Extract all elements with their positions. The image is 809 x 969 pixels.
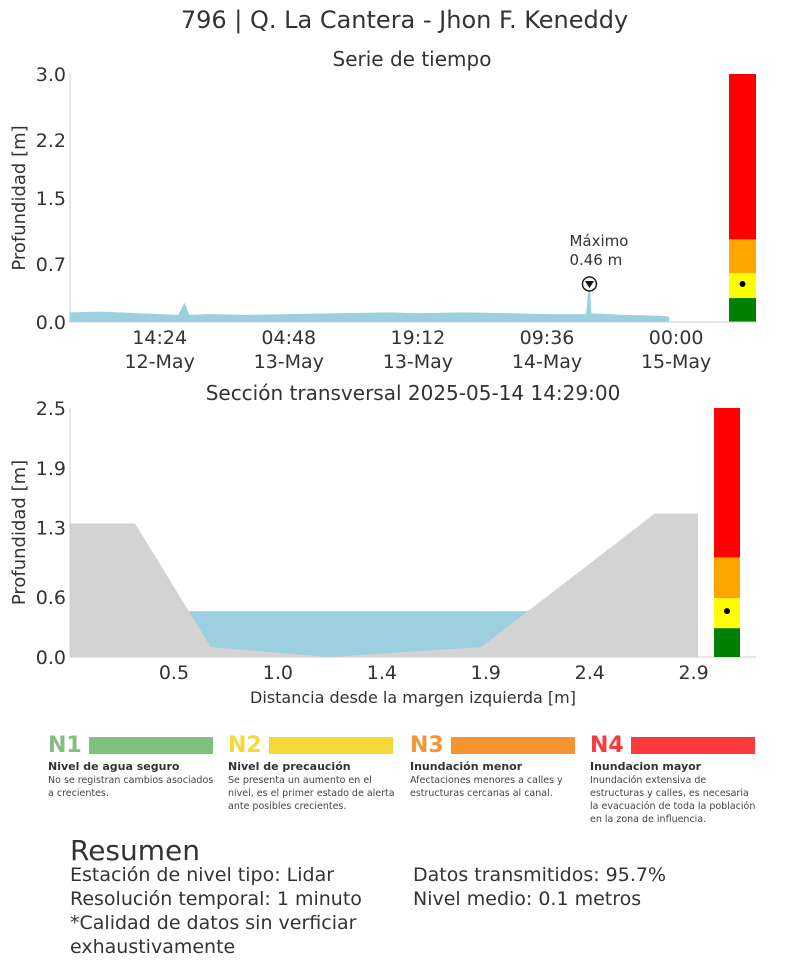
legend-description: Afectaciones menores a calles y estructu… [410,775,563,799]
depth-series-area [69,283,670,323]
y-tick-label: 0.0 [36,312,66,334]
alert-scale-segment [729,74,756,240]
y-tick-label: 3.0 [36,64,66,86]
alert-scale-segment [714,628,740,657]
legend-color-bar [269,737,393,754]
alert-scale-segment [714,557,740,599]
x-tick-time: 04:48 [261,327,316,349]
legend-color-bar [451,737,575,754]
cross-section-chart: Sección transversal 2025-05-14 14:29:00 0… [9,381,756,707]
legend-description: Se presenta un aumento en el nivel, es e… [228,775,395,812]
y-axis-label: Profundidad [m] [9,460,30,605]
summary-left-column: Estación de nivel tipo: Lidar Resolución… [70,863,370,959]
summary-title: Resumen [70,834,201,867]
x-tick-time: 00:00 [649,327,704,349]
legend-name: Inundacion mayor [590,760,702,773]
y-tick-label: 0.7 [36,254,66,276]
x-tick-label: 0.5 [159,662,189,684]
max-marker-triangle [584,280,594,288]
current-level-marker [739,280,746,287]
chart-title: Sección transversal 2025-05-14 14:29:00 [206,381,621,405]
x-tick-time: 19:12 [391,327,446,349]
alert-scale-segment [729,239,756,274]
summary-quality-note: *Calidad de datos sin verficiar exhausti… [70,912,363,958]
current-level-marker [724,608,730,615]
y-axis-label: Profundidad [m] [9,125,30,270]
y-tick-label: 0.0 [36,647,66,669]
x-tick-label: 1.4 [367,662,397,684]
summary-resolution: Resolución temporal: 1 minuto [70,888,362,910]
legend-name: Nivel de precaución [228,760,351,773]
alert-scale-segment [729,298,756,322]
legend-item-n4: N4 Inundacion mayor Inundación extensiva… [590,733,760,826]
x-tick-label: 2.4 [575,662,605,684]
legend-name: Nivel de agua seguro [48,760,180,773]
y-tick-label: 2.5 [36,398,66,420]
x-tick-time: 14:24 [132,327,187,349]
x-tick-label: 1.0 [263,662,293,684]
summary-panel: Resumen Estación de nivel tipo: Lidar Re… [70,834,790,959]
x-tick-date: 13-May [383,351,453,373]
y-tick-label: 0.6 [36,587,66,609]
max-label-title: Máximo [569,232,628,250]
summary-station-type: Estación de nivel tipo: Lidar [70,864,335,886]
x-axis-label: Distancia desde la margen izquierda [m] [250,688,576,707]
x-tick-label: 1.9 [471,662,501,684]
legend-code: N4 [590,733,624,758]
x-tick-date: 15-May [641,351,711,373]
ground-profile-area [70,513,698,657]
y-tick-label: 2.2 [36,130,66,152]
legend-name: Inundación menor [410,760,523,773]
legend-item-n3: N3 Inundación menor Afectaciones menores… [410,733,580,800]
alert-scale-segment [714,408,740,558]
max-label-value: 0.46 m [569,251,622,269]
legend-code: N2 [228,733,262,758]
summary-mean-level: Nivel medio: 0.1 metros [413,888,642,910]
y-tick-label: 1.5 [36,188,66,210]
legend-description: No se registran cambios asociados a crec… [48,775,214,799]
alert-legend: N1 Nivel de agua seguro No se registran … [48,733,760,833]
legend-description: Inundación extensiva de estructuras y ca… [590,775,756,825]
x-tick-date: 14-May [512,351,582,373]
y-tick-label: 1.9 [36,458,66,480]
legend-code: N3 [410,733,444,758]
summary-data-transmitted: Datos transmitidos: 95.7% [413,864,667,886]
time-series-chart: Serie de tiempo 0.0 0.7 1.5 2.2 3.0 Profundida… [9,47,756,373]
legend-item-n1: N1 Nivel de agua seguro No se registran … [48,733,218,800]
summary-right-column: Datos transmitidos: 95.7% Nivel medio: 0… [413,863,733,911]
y-tick-label: 1.3 [36,518,66,540]
legend-code: N1 [48,733,82,758]
x-tick-date: 13-May [254,351,324,373]
legend-color-bar [89,737,213,754]
legend-item-n2: N2 Nivel de precaución Se presenta un au… [228,733,398,813]
x-tick-time: 09:36 [520,327,575,349]
chart-title: Serie de tiempo [333,47,492,71]
x-tick-date: 12-May [125,351,195,373]
legend-color-bar [631,737,755,754]
figure-title: 796 | Q. La Cantera - Jhon F. Keneddy [180,6,629,34]
x-tick-label: 2.9 [679,662,709,684]
